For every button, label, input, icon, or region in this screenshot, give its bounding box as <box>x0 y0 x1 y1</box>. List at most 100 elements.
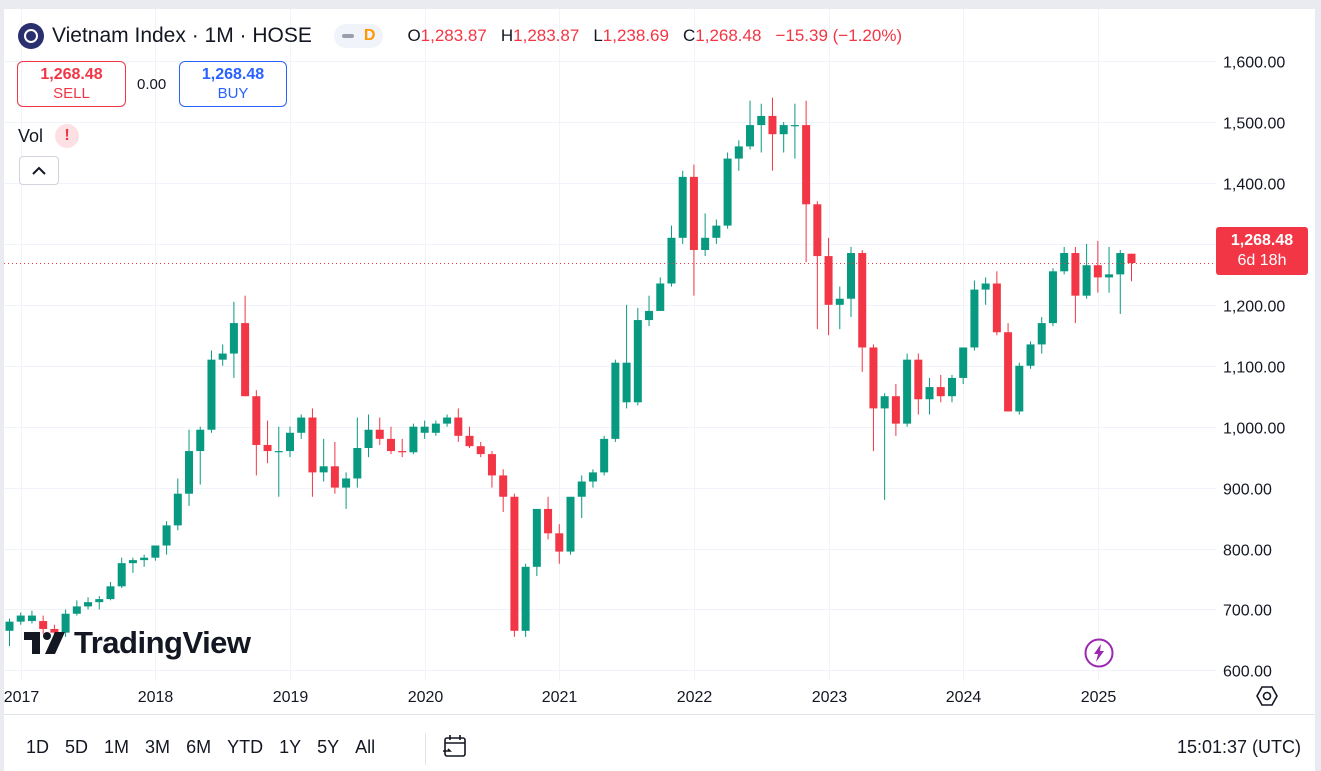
candle-body <box>16 615 25 622</box>
candle-body <box>858 253 867 348</box>
range-button-6m[interactable]: 6M <box>186 737 212 757</box>
candle-body <box>342 478 351 488</box>
candle <box>364 414 373 458</box>
settings-icon[interactable] <box>1255 684 1279 708</box>
buy-button[interactable]: 1,268.48 BUY <box>179 61 287 107</box>
candle-body <box>476 446 485 455</box>
price-axis[interactable]: 600.00 700.00 800.00 900.00 1,000.00 1,100.00… <box>1223 55 1285 681</box>
candle <box>465 426 474 449</box>
candle-body <box>1071 253 1080 296</box>
candle <box>353 417 362 488</box>
candle-body <box>779 125 788 135</box>
candle-body <box>297 417 306 433</box>
range-button-3m[interactable]: 3M <box>145 737 171 757</box>
range-button-5y[interactable]: 5Y <box>317 737 340 757</box>
warning-icon[interactable]: ! <box>55 124 80 148</box>
candle <box>1071 246 1080 324</box>
candle <box>768 97 777 171</box>
candle <box>847 246 855 318</box>
candle-body <box>207 359 216 430</box>
candle <box>263 420 272 464</box>
open-key: O <box>407 26 421 45</box>
candle-body <box>364 429 373 449</box>
candle-body <box>566 496 575 552</box>
candle <box>207 350 216 433</box>
sell-button[interactable]: 1,268.48 SELL <box>17 61 126 107</box>
lightning-icon[interactable] <box>1084 638 1114 668</box>
candle-body <box>1004 332 1013 412</box>
candle <box>128 557 137 573</box>
collapse-legend-button[interactable] <box>19 156 59 185</box>
volume-indicator[interactable]: Vol ! <box>18 124 80 148</box>
candle-body <box>252 396 261 445</box>
time-axis[interactable]: 2017 2018 2019 2020 2021 2022 2023 2024 2025 <box>4 689 1116 706</box>
low-value: 1,238.69 <box>602 26 669 45</box>
candle-body <box>72 606 81 614</box>
range-button-1d[interactable]: 1D <box>26 737 50 757</box>
candle <box>959 347 968 385</box>
candle-body <box>151 545 160 558</box>
range-selector: 1D 5D 1M 3M 6M YTD 1Y 5Y All <box>18 737 383 758</box>
candle <box>27 610 36 624</box>
candle-body <box>992 283 1001 333</box>
candle-body <box>734 146 743 159</box>
candle-body <box>117 563 126 587</box>
candle-body <box>1015 365 1024 412</box>
candle-body <box>1093 265 1102 278</box>
y-tick-label: 1,200.00 <box>1223 299 1285 316</box>
candle-body <box>790 125 799 127</box>
candle-body <box>1082 265 1091 296</box>
candle-body <box>27 615 36 622</box>
range-button-all[interactable]: All <box>355 737 376 757</box>
low-key: L <box>593 26 603 45</box>
range-button-1y[interactable]: 1Y <box>279 737 302 757</box>
y-tick-label: 600.00 <box>1223 664 1272 681</box>
candle <box>981 277 990 305</box>
range-button-1m[interactable]: 1M <box>104 737 130 757</box>
candle <box>84 597 93 610</box>
candle <box>1037 317 1046 354</box>
x-tick-label: 2021 <box>542 689 578 706</box>
candle <box>532 508 541 576</box>
candle <box>521 563 530 637</box>
candle <box>802 100 811 263</box>
calendar-goto-icon[interactable] <box>440 731 470 761</box>
candle-body <box>218 353 227 360</box>
candle-body <box>701 237 710 250</box>
candle-body <box>465 435 474 447</box>
candle <box>454 408 463 442</box>
candle <box>746 100 755 150</box>
candle <box>196 426 205 485</box>
price-chart[interactable]: 600.00 700.00 800.00 900.00 1,000.00 1,100.00… <box>4 9 1315 714</box>
candle <box>61 609 70 637</box>
market-status-pill[interactable]: D <box>333 24 384 48</box>
tradingview-logo[interactable]: TradingView <box>22 625 251 661</box>
utc-clock[interactable]: 15:01:37 (UTC) <box>1176 737 1301 757</box>
bar-countdown: 6d 18h <box>1237 252 1287 269</box>
spread-value: 0.00 <box>137 76 167 93</box>
candle <box>667 225 676 287</box>
candle-body <box>229 323 238 354</box>
symbol-title[interactable]: Vietnam Index · 1M · HOSE <box>52 24 312 47</box>
candle <box>476 441 485 458</box>
candle-body <box>353 448 362 479</box>
candle-body <box>1127 253 1136 264</box>
candle-body <box>678 176 687 238</box>
candle-body <box>1037 323 1046 345</box>
candle <box>903 353 912 427</box>
candle <box>342 472 351 509</box>
candle-body <box>330 466 339 488</box>
range-button-5d[interactable]: 5D <box>65 737 89 757</box>
range-button-ytd[interactable]: YTD <box>227 737 264 757</box>
x-tick-label: 2020 <box>408 689 444 706</box>
candle <box>375 417 384 445</box>
candle <box>330 441 339 494</box>
candle-body <box>487 454 496 476</box>
candle-body <box>588 472 597 482</box>
candle <box>319 438 328 482</box>
x-tick-label: 2022 <box>677 689 713 706</box>
candle-body <box>61 613 70 633</box>
candle <box>151 545 160 561</box>
candle <box>588 469 597 488</box>
candle-body <box>970 289 979 348</box>
